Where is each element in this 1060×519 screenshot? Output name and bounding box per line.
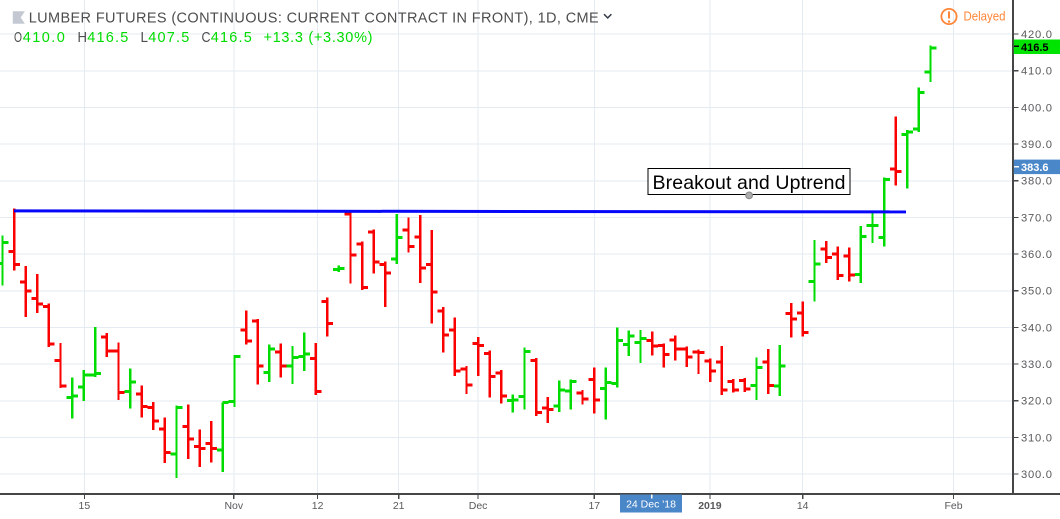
- svg-text:LUMBER FUTURES (CONTINUOUS: CU: LUMBER FUTURES (CONTINUOUS: CURRENT CONT…: [29, 10, 599, 26]
- svg-text:H: H: [78, 30, 88, 46]
- svg-text:21: 21: [393, 500, 405, 512]
- svg-text:410.0: 410.0: [1021, 66, 1052, 78]
- svg-text:330.0: 330.0: [1021, 359, 1052, 371]
- svg-text:12: 12: [312, 500, 324, 512]
- svg-text:C: C: [202, 30, 211, 46]
- svg-text:370.0: 370.0: [1021, 212, 1052, 224]
- svg-text:Delayed: Delayed: [964, 10, 1006, 24]
- svg-text:416.5: 416.5: [87, 30, 128, 46]
- svg-text:350.0: 350.0: [1021, 286, 1052, 298]
- svg-text:383.6: 383.6: [1021, 162, 1049, 174]
- svg-text:+13.3 (+3.30%): +13.3 (+3.30%): [264, 30, 373, 46]
- svg-text:407.5: 407.5: [148, 30, 189, 46]
- svg-text:Feb: Feb: [944, 500, 962, 512]
- svg-text:420.0: 420.0: [1021, 29, 1052, 41]
- svg-text:416.5: 416.5: [1021, 42, 1049, 54]
- svg-text:Nov: Nov: [224, 500, 243, 512]
- svg-text:310.0: 310.0: [1021, 432, 1052, 444]
- svg-text:24 Dec '18: 24 Dec '18: [626, 499, 676, 511]
- svg-text:380.0: 380.0: [1021, 176, 1052, 188]
- svg-text:2019: 2019: [698, 500, 722, 512]
- svg-text:300.0: 300.0: [1021, 469, 1052, 481]
- svg-text:340.0: 340.0: [1021, 322, 1052, 334]
- svg-text:416.5: 416.5: [211, 30, 252, 46]
- svg-text:360.0: 360.0: [1021, 249, 1052, 261]
- svg-text:Dec: Dec: [469, 500, 488, 512]
- svg-text:410.0: 410.0: [23, 30, 65, 46]
- svg-text:15: 15: [79, 500, 91, 512]
- svg-text:Breakout and Uptrend: Breakout and Uptrend: [653, 172, 846, 194]
- svg-text:L: L: [141, 30, 149, 46]
- svg-text:320.0: 320.0: [1021, 396, 1052, 408]
- svg-text:14: 14: [797, 500, 809, 512]
- svg-text:400.0: 400.0: [1021, 102, 1052, 114]
- svg-text:390.0: 390.0: [1021, 139, 1052, 151]
- svg-text:O: O: [14, 30, 22, 46]
- svg-text:17: 17: [588, 500, 600, 512]
